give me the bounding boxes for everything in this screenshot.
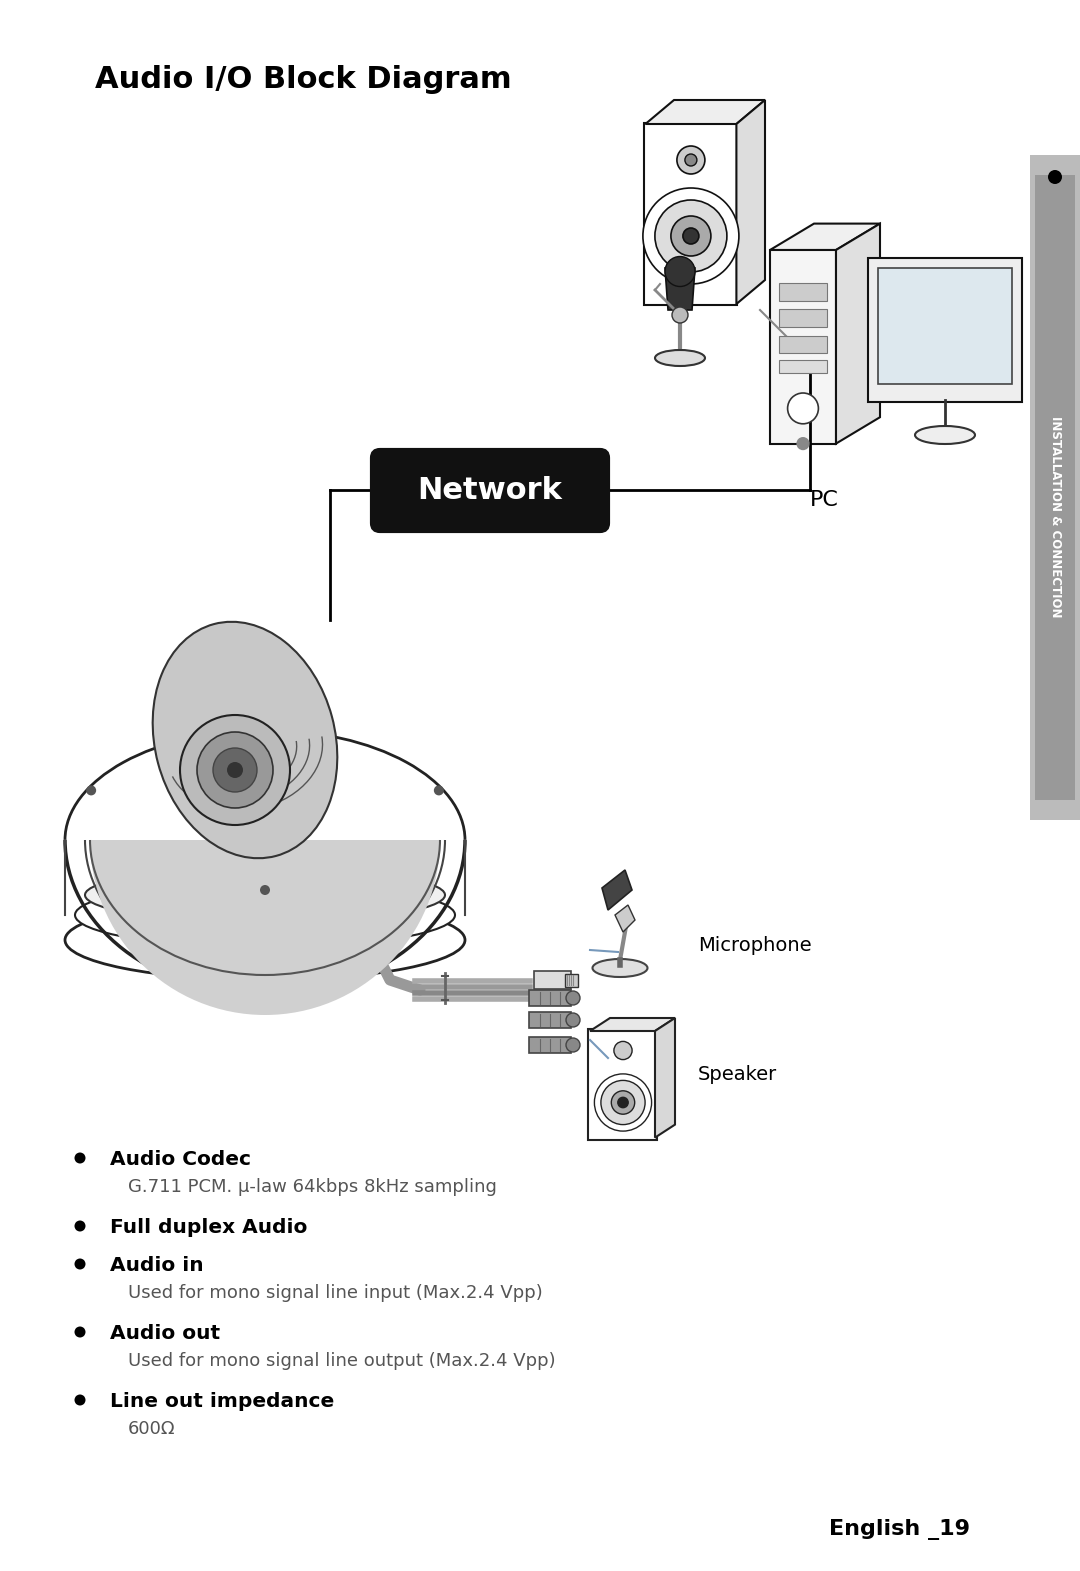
Bar bbox=[779, 309, 827, 327]
FancyBboxPatch shape bbox=[529, 1012, 571, 1027]
Text: INSTALLATION & CONNECTION: INSTALLATION & CONNECTION bbox=[1049, 416, 1062, 617]
Text: Full duplex Audio: Full duplex Audio bbox=[110, 1218, 308, 1236]
Text: Audio I/O Block Diagram: Audio I/O Block Diagram bbox=[95, 64, 512, 94]
Circle shape bbox=[665, 256, 696, 286]
Bar bbox=[779, 360, 827, 374]
Text: Audio in: Audio in bbox=[110, 1255, 204, 1276]
Circle shape bbox=[671, 215, 711, 256]
Circle shape bbox=[197, 732, 273, 807]
Bar bbox=[779, 336, 827, 353]
Polygon shape bbox=[737, 101, 765, 305]
Circle shape bbox=[566, 991, 580, 1005]
Bar bbox=[1035, 174, 1075, 800]
Text: 600Ω: 600Ω bbox=[129, 1420, 175, 1437]
Text: Used for mono signal line input (Max.2.4 Vpp): Used for mono signal line input (Max.2.4… bbox=[129, 1284, 543, 1302]
Polygon shape bbox=[602, 870, 632, 910]
Circle shape bbox=[566, 1013, 580, 1027]
Text: Line out impedance: Line out impedance bbox=[110, 1392, 334, 1411]
FancyBboxPatch shape bbox=[529, 990, 571, 1005]
Circle shape bbox=[654, 200, 727, 272]
FancyBboxPatch shape bbox=[534, 971, 571, 990]
Circle shape bbox=[180, 715, 291, 825]
Wedge shape bbox=[90, 840, 440, 1015]
Circle shape bbox=[1048, 170, 1062, 184]
Circle shape bbox=[685, 154, 697, 167]
Circle shape bbox=[260, 884, 270, 895]
Text: Microphone: Microphone bbox=[698, 935, 812, 955]
Polygon shape bbox=[590, 1018, 675, 1031]
Polygon shape bbox=[836, 223, 880, 443]
Ellipse shape bbox=[654, 350, 705, 366]
Ellipse shape bbox=[75, 883, 455, 947]
Polygon shape bbox=[770, 223, 880, 250]
Circle shape bbox=[75, 1395, 85, 1406]
Circle shape bbox=[75, 1258, 85, 1269]
Circle shape bbox=[594, 1075, 651, 1131]
FancyBboxPatch shape bbox=[565, 974, 578, 987]
Circle shape bbox=[434, 786, 444, 795]
Circle shape bbox=[600, 1081, 645, 1125]
FancyBboxPatch shape bbox=[645, 123, 738, 305]
Circle shape bbox=[86, 786, 96, 795]
Text: Audio out: Audio out bbox=[110, 1324, 220, 1343]
Text: Used for mono signal line output (Max.2.4 Vpp): Used for mono signal line output (Max.2.… bbox=[129, 1353, 555, 1370]
Bar bbox=[1030, 156, 1080, 820]
Bar bbox=[878, 269, 1012, 383]
Text: PC: PC bbox=[810, 490, 839, 511]
Circle shape bbox=[227, 762, 243, 778]
Circle shape bbox=[643, 189, 739, 284]
Circle shape bbox=[683, 228, 699, 244]
Ellipse shape bbox=[85, 867, 445, 922]
Polygon shape bbox=[615, 905, 635, 932]
Circle shape bbox=[213, 748, 257, 792]
Circle shape bbox=[611, 1090, 635, 1114]
Circle shape bbox=[75, 1326, 85, 1337]
Circle shape bbox=[672, 306, 688, 324]
Bar bbox=[779, 283, 827, 300]
Text: Network: Network bbox=[418, 476, 563, 504]
Circle shape bbox=[75, 1153, 85, 1164]
FancyBboxPatch shape bbox=[868, 258, 1022, 402]
Text: English _19: English _19 bbox=[829, 1519, 970, 1540]
Circle shape bbox=[75, 1221, 85, 1232]
Ellipse shape bbox=[65, 900, 465, 980]
Circle shape bbox=[566, 1038, 580, 1053]
FancyBboxPatch shape bbox=[372, 449, 608, 531]
Text: Audio Codec: Audio Codec bbox=[110, 1150, 251, 1169]
Polygon shape bbox=[665, 269, 696, 309]
Polygon shape bbox=[654, 1018, 675, 1137]
Text: Speaker: Speaker bbox=[698, 1065, 778, 1084]
Circle shape bbox=[618, 1097, 629, 1108]
Polygon shape bbox=[646, 101, 765, 124]
Circle shape bbox=[677, 146, 705, 174]
Ellipse shape bbox=[915, 426, 975, 445]
Circle shape bbox=[613, 1042, 632, 1059]
Circle shape bbox=[796, 437, 810, 451]
FancyBboxPatch shape bbox=[529, 1037, 571, 1053]
Circle shape bbox=[787, 393, 819, 424]
Text: G.711 PCM. μ-law 64kbps 8kHz sampling: G.711 PCM. μ-law 64kbps 8kHz sampling bbox=[129, 1178, 497, 1196]
Ellipse shape bbox=[152, 622, 337, 858]
FancyBboxPatch shape bbox=[588, 1029, 657, 1139]
Polygon shape bbox=[770, 250, 836, 443]
Ellipse shape bbox=[593, 958, 648, 977]
